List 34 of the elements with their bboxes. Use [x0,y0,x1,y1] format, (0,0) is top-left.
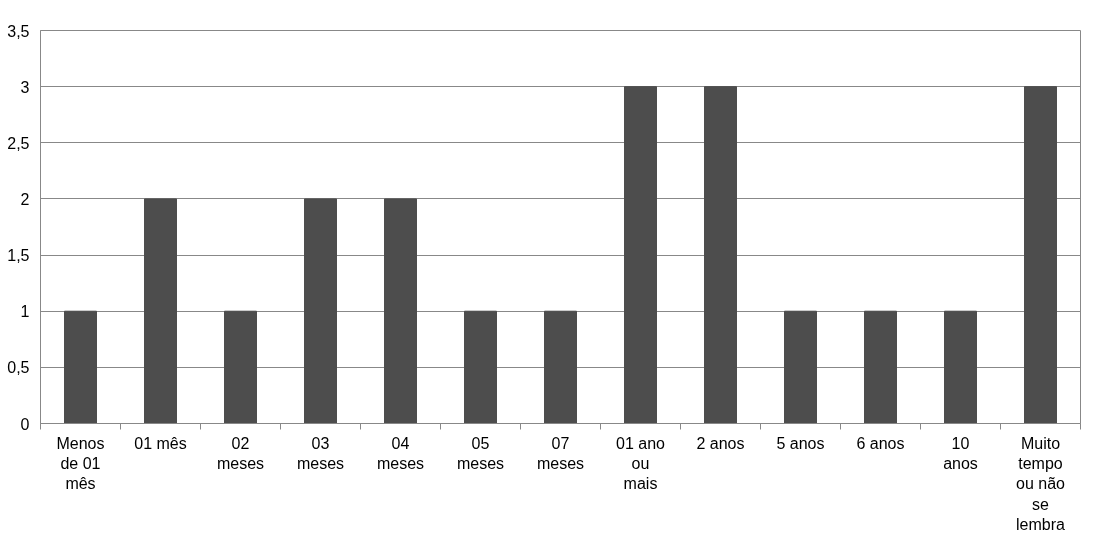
x-tick-label: 01 mês [134,434,187,452]
y-tick-label: 2 [20,190,30,208]
bar [64,310,97,424]
x-tick-label: 02 meses [216,434,265,472]
y-tick-label: 1 [20,303,30,321]
bar [784,310,817,424]
x-tick-label: Menos de 01 mês [56,434,105,493]
y-tick-label: 0,5 [7,359,30,377]
x-tick-label: 10 anos [943,434,978,472]
x-tick-label: 01 ano ou mais [616,434,666,493]
x-tick-label: 2 anos [696,434,745,452]
bar [384,198,417,424]
x-tick-label: 6 anos [856,434,905,452]
bar [304,198,337,424]
bar [1024,86,1057,424]
x-tick-label: 03 meses [296,434,345,472]
y-tick-label: 3,5 [7,22,30,40]
bar [624,86,657,424]
x-tick-label: 05 meses [456,434,505,472]
x-tick-label: 07 meses [536,434,585,472]
y-tick-label: 1,5 [7,247,30,265]
bar [464,310,497,424]
y-tick-label: 2,5 [7,134,30,152]
bar [704,86,737,424]
y-tick-label: 0 [20,415,30,433]
bar [144,198,177,424]
x-tick-label: 04 meses [376,434,425,472]
bar [944,310,977,424]
bar [224,310,257,424]
bar [544,310,577,424]
y-tick-label: 3 [20,78,30,96]
x-tick-label: 5 anos [776,434,825,452]
bar [864,310,897,424]
x-tick-label: Muito tempo ou não se lembra [1016,434,1066,534]
